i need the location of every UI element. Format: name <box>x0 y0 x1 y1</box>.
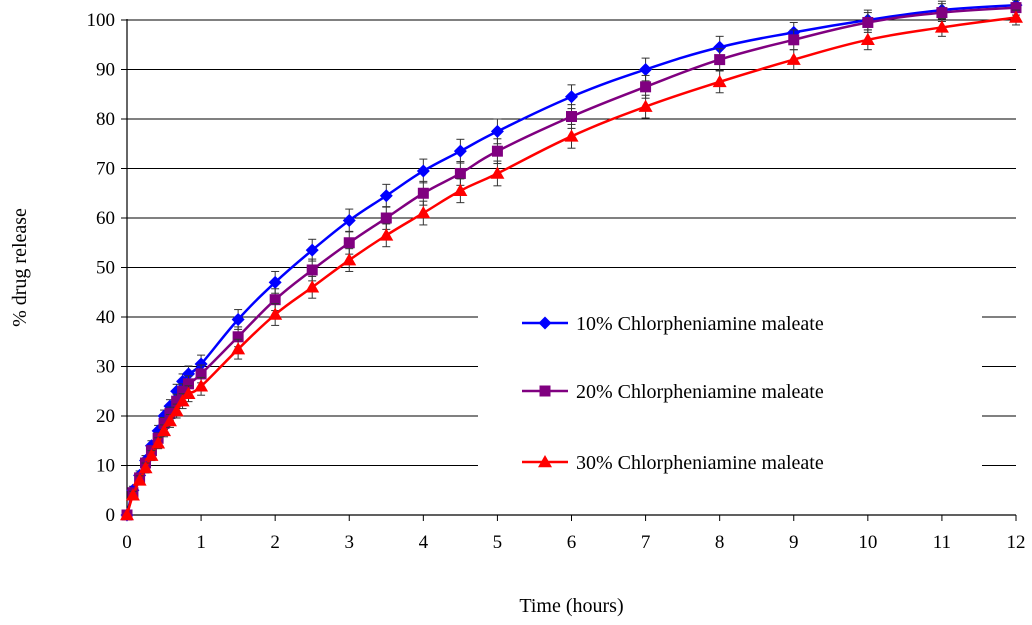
series-1-point-16 <box>379 189 393 203</box>
x-tick-label-0: 0 <box>122 532 132 553</box>
series-2-point-8 <box>171 395 183 407</box>
series-3-point-13 <box>268 307 283 320</box>
x-tick-label-7: 7 <box>641 532 651 553</box>
x-axis-title: Time (hours) <box>519 595 623 617</box>
series-3-point-22 <box>712 74 727 88</box>
y-tick-label-0: 0 <box>106 505 116 526</box>
y-tick-label-30: 30 <box>96 357 115 378</box>
x-tick-label-8: 8 <box>715 532 725 553</box>
series-2-point-13 <box>269 294 281 306</box>
series-3-point-24 <box>860 32 875 46</box>
series-1-point-13 <box>268 275 282 289</box>
series-2-point-15 <box>343 237 355 249</box>
series-1-point-15 <box>342 213 356 227</box>
legend-label-1: 10% Chlorpheniamine maleate <box>576 313 824 335</box>
series-2-point-19 <box>491 145 503 157</box>
series-3-point-3 <box>138 460 153 474</box>
series-2-point-10 <box>182 378 194 390</box>
y-tick-label-100: 100 <box>87 10 116 31</box>
series-3-point-8 <box>169 404 184 417</box>
series-1-point-17 <box>416 164 430 178</box>
y-tick-label-60: 60 <box>96 208 115 229</box>
x-tick-label-11: 11 <box>933 532 951 553</box>
series-1-point-19 <box>490 124 504 138</box>
series-2-point-23 <box>788 34 800 46</box>
series-2-point-24 <box>862 16 874 28</box>
y-tick-label-80: 80 <box>96 109 115 130</box>
series-2-point-6 <box>158 417 170 429</box>
series-1-point-21 <box>639 63 653 76</box>
x-tick-label-9: 9 <box>789 532 799 553</box>
y-tick-label-10: 10 <box>96 456 115 477</box>
y-tick-label-20: 20 <box>96 406 115 427</box>
series-3-point-5 <box>151 436 166 449</box>
series-3-point-14 <box>305 280 320 293</box>
plot-area <box>120 0 1023 522</box>
y-tick-label-70: 70 <box>96 159 115 180</box>
x-tick-label-10: 10 <box>858 532 877 553</box>
series-2-point-21 <box>640 81 652 93</box>
series-3-point-10 <box>181 386 196 399</box>
series-2-point-25 <box>936 7 948 19</box>
series-3-point-7 <box>162 413 177 427</box>
x-tick-label-6: 6 <box>567 532 577 553</box>
series-3-point-12 <box>231 342 246 355</box>
legend-marker-3 <box>538 455 552 468</box>
legend-marker-1 <box>538 316 552 330</box>
series-3 <box>120 9 1023 521</box>
series-3-point-1 <box>125 488 140 501</box>
series-2-point-11 <box>195 368 207 380</box>
legend-label-3: 30% Chlorpheniamine maleate <box>576 452 824 474</box>
series-3-point-26 <box>1009 10 1023 23</box>
series-2-point-7 <box>164 408 176 420</box>
series-2-point-20 <box>566 111 577 123</box>
y-tick-label-90: 90 <box>96 60 115 81</box>
x-tick-label-2: 2 <box>270 532 280 553</box>
series-2-point-22 <box>714 54 726 66</box>
x-tick-label-12: 12 <box>1007 532 1026 553</box>
series-2-point-17 <box>417 187 429 199</box>
series-3-point-20 <box>564 129 579 142</box>
series-3-point-17 <box>416 206 431 219</box>
series-3-point-18 <box>453 183 468 197</box>
series-3-point-15 <box>342 253 357 266</box>
series-1-point-22 <box>713 40 727 54</box>
series-1-point-12 <box>231 312 245 326</box>
series-2-point-16 <box>380 212 392 224</box>
series-1-point-10 <box>181 367 195 381</box>
series-3-point-11 <box>194 379 209 392</box>
x-tick-label-5: 5 <box>493 532 503 553</box>
series-1-point-20 <box>565 90 578 104</box>
series-3-point-0 <box>120 508 134 521</box>
series-2-point-9 <box>177 385 189 397</box>
series-3-point-6 <box>157 423 172 437</box>
series-3-point-9 <box>175 394 190 407</box>
x-tick-label-3: 3 <box>345 532 355 553</box>
series-2-point-12 <box>232 331 244 343</box>
series-2-point-18 <box>454 167 466 179</box>
series-3-point-25 <box>934 20 949 33</box>
x-tick-label-1: 1 <box>196 532 206 553</box>
series-3-point-2 <box>132 473 147 486</box>
series-3-point-19 <box>490 166 505 179</box>
series-3-point-16 <box>379 228 394 241</box>
series-1-point-11 <box>194 357 208 371</box>
series-3-point-23 <box>786 52 801 65</box>
x-tick-label-4: 4 <box>419 532 429 553</box>
legend-marker-2 <box>539 385 551 397</box>
y-tick-label-40: 40 <box>96 307 115 328</box>
y-tick-label-50: 50 <box>96 258 115 279</box>
series-1-point-18 <box>453 144 467 158</box>
series-2-point-14 <box>306 264 318 276</box>
series-3-point-21 <box>638 99 653 112</box>
y-axis-title: % drug release <box>9 208 31 327</box>
series-3-point-4 <box>144 448 159 461</box>
legend: 10% Chlorpheniamine maleate 20% Chlorphen… <box>478 297 982 483</box>
series-1-point-14 <box>305 243 319 257</box>
series-2-point-26 <box>1010 2 1022 14</box>
legend-label-2: 20% Chlorpheniamine maleate <box>576 381 824 403</box>
